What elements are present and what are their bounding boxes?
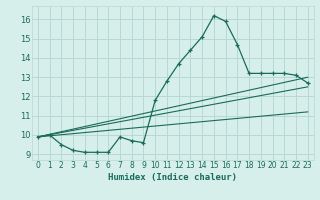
X-axis label: Humidex (Indice chaleur): Humidex (Indice chaleur) xyxy=(108,173,237,182)
